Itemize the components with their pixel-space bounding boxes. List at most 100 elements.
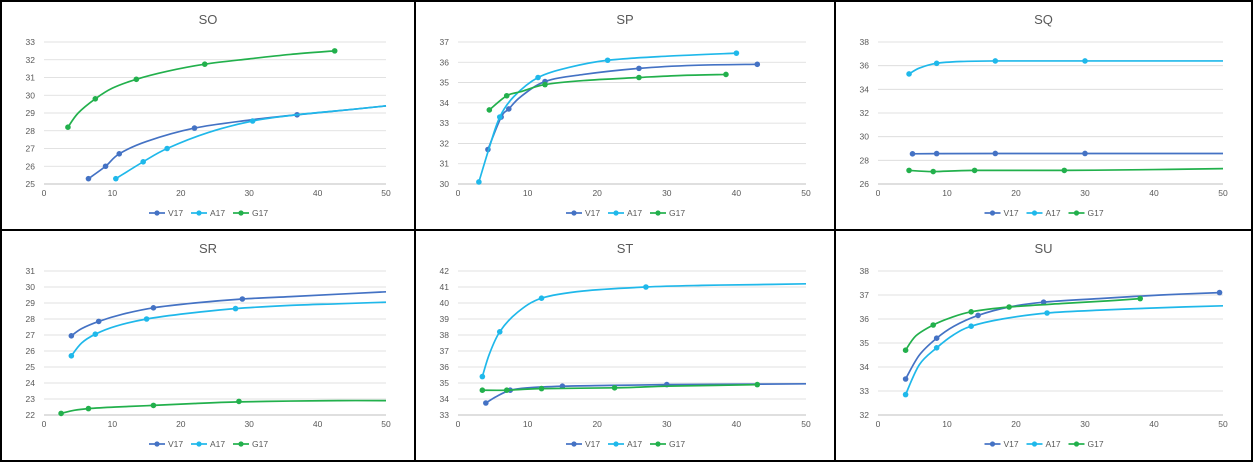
chart-title: SO [199, 12, 218, 27]
x-tick-label: 0 [456, 188, 461, 198]
data-point [249, 118, 256, 124]
y-tick-label: 25 [26, 362, 36, 372]
legend-label: G17 [1088, 439, 1104, 449]
data-point [604, 57, 611, 64]
data-point [992, 58, 999, 64]
legend-swatch-marker [1031, 210, 1038, 216]
y-tick-label: 30 [860, 132, 870, 142]
y-tick-label: 23 [26, 394, 36, 404]
data-point [150, 402, 157, 409]
data-point [733, 50, 740, 56]
x-tick-label: 50 [801, 419, 811, 429]
data-point [479, 373, 486, 380]
y-tick-label: 29 [26, 298, 36, 308]
legend-swatch-marker [196, 441, 202, 447]
series-line [487, 63, 758, 150]
series-line [481, 282, 807, 377]
data-point [331, 48, 338, 54]
x-tick-label: 20 [592, 188, 602, 198]
legend: V17 A17 G17 [984, 208, 1104, 218]
y-tick-label: 31 [26, 73, 36, 83]
series-a17 [476, 50, 740, 185]
series-a17 [113, 105, 387, 182]
data-point [933, 150, 940, 157]
x-tick-label: 40 [732, 188, 742, 198]
data-point [68, 353, 75, 359]
chart-sr: SR 22 23 24 25 26 27 28 29 30 31 0 10 20 30 40 50 V17 A17 G… [26, 241, 391, 449]
legend-item-v17: V17 [984, 439, 1019, 449]
y-tick-label: 33 [440, 410, 450, 420]
series-line [70, 301, 387, 357]
x-tick-label: 40 [1149, 188, 1159, 198]
data-point [906, 71, 912, 77]
legend-label: A17 [1046, 439, 1061, 449]
chart-panel-su: SU 32 33 34 35 36 37 38 0 10 20 30 40 50 V17 A17 G17 [836, 231, 1253, 462]
data-point [930, 168, 936, 175]
y-tick-label: 36 [440, 362, 450, 372]
y-tick-label: 37 [440, 346, 450, 356]
x-tick-label: 40 [313, 188, 323, 198]
legend-swatch-marker [1073, 210, 1080, 216]
legend-item-g17: G17 [650, 208, 685, 218]
data-point [1082, 58, 1088, 64]
data-point [140, 159, 146, 165]
data-point [643, 284, 649, 290]
legend-label: G17 [252, 439, 268, 449]
x-tick-label: 50 [801, 188, 811, 198]
y-tick-label: 27 [26, 144, 36, 154]
series-a17 [479, 282, 807, 380]
y-tick-label: 34 [860, 84, 870, 94]
legend-swatch-marker [154, 210, 160, 216]
x-tick-label: 30 [662, 419, 672, 429]
y-tick-label: 32 [26, 55, 36, 65]
y-tick-label: 40 [440, 298, 450, 308]
x-tick-label: 10 [942, 188, 952, 198]
legend-label: V17 [585, 439, 600, 449]
y-tick-label: 26 [26, 161, 36, 171]
chart-so: SO 25 26 27 28 29 30 31 32 33 0 10 20 30 40 50 V17 A17 G17 [26, 12, 391, 218]
y-tick-label: 22 [26, 410, 36, 420]
legend: V17 A17 G17 [566, 439, 685, 449]
legend-swatch-marker [1073, 441, 1080, 447]
data-point [538, 385, 545, 392]
data-point [1040, 299, 1047, 305]
y-tick-label: 34 [440, 98, 450, 108]
series-line [478, 52, 737, 183]
x-tick-label: 40 [732, 419, 742, 429]
data-point [191, 125, 198, 131]
x-tick-label: 10 [523, 419, 533, 429]
data-point [496, 114, 503, 120]
legend-item-a17: A17 [191, 439, 225, 449]
series-a17 [906, 58, 1223, 77]
series-v17 [909, 150, 1223, 157]
x-tick-label: 10 [523, 188, 533, 198]
y-tick-label: 28 [26, 314, 36, 324]
data-point [968, 309, 974, 315]
legend-item-g17: G17 [233, 208, 268, 218]
data-point [906, 167, 912, 174]
data-point [102, 163, 109, 170]
data-point [232, 305, 239, 312]
x-tick-label: 30 [244, 188, 254, 198]
series-g17 [486, 71, 729, 113]
series-v17 [902, 289, 1223, 382]
legend-swatch-marker [571, 210, 577, 216]
legend-label: V17 [168, 439, 183, 449]
y-tick-label: 25 [26, 179, 36, 189]
y-tick-label: 24 [26, 378, 36, 388]
data-point [1061, 167, 1068, 174]
x-tick-label: 50 [381, 188, 391, 198]
series-g17 [58, 398, 387, 417]
x-tick-label: 30 [244, 419, 254, 429]
x-tick-label: 30 [662, 188, 672, 198]
series-v17 [68, 290, 387, 339]
data-point [476, 179, 482, 185]
chart-title: SR [199, 241, 217, 256]
y-tick-label: 33 [26, 37, 36, 47]
legend-swatch-marker [989, 441, 996, 447]
legend-item-v17: V17 [566, 439, 600, 449]
x-tick-label: 10 [108, 188, 118, 198]
legend-label: A17 [627, 208, 642, 218]
y-tick-label: 34 [860, 362, 870, 372]
data-point [92, 331, 99, 337]
